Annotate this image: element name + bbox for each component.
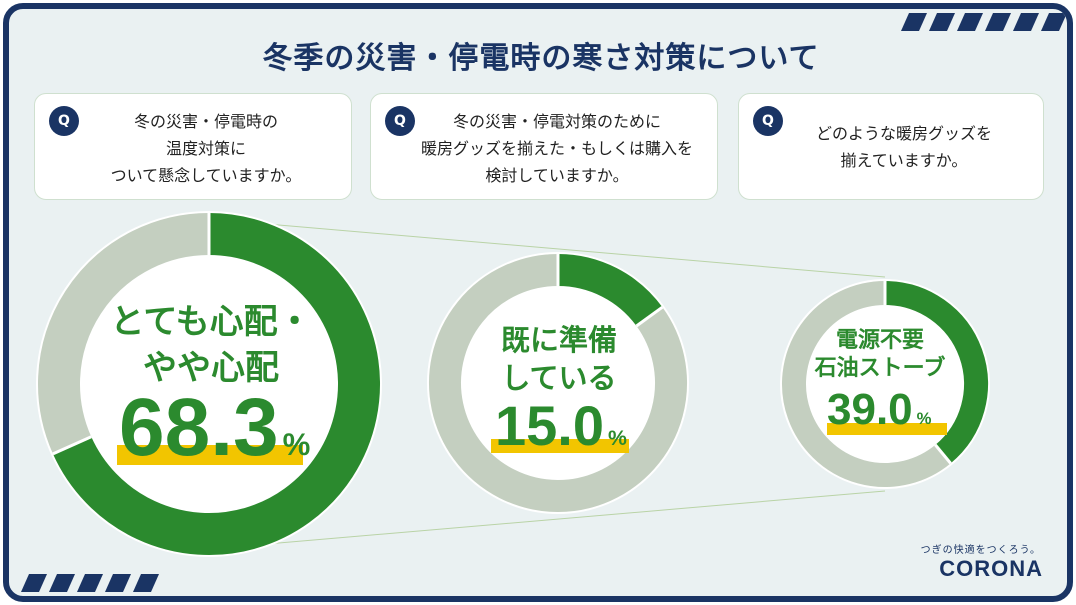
brand-tagline: つぎの快適をつくろう。 xyxy=(920,545,1041,556)
slice-separator xyxy=(934,443,952,465)
question-line: 揃えていますか。 xyxy=(840,151,968,170)
chart1-value-number: 68.3 xyxy=(119,382,279,473)
question-line: どのような暖房グッズを xyxy=(815,124,992,143)
chart2-slice-main xyxy=(557,254,663,327)
donut-background xyxy=(36,211,382,557)
q-badge: Q xyxy=(49,106,79,136)
chart3-slice-rest xyxy=(782,281,951,487)
chart2-value-number: 15.0 xyxy=(495,394,604,457)
question-line: 冬の災害・停電時の xyxy=(133,112,278,131)
stripe-decoration-top xyxy=(901,13,1067,31)
chart3-value-unit: % xyxy=(916,409,932,428)
chart3-label: 電源不要 石油ストーブ xyxy=(800,327,960,383)
chart2-label: 既に準備 している xyxy=(469,321,649,397)
chart2-label-line: している xyxy=(501,361,617,395)
chart3-highlight xyxy=(827,423,947,435)
question-text: 冬の災害・停電対策のために 暖房グッズを揃えた・もしくは購入を 検討していますか… xyxy=(411,108,703,189)
chart3-label-line: 電源不要 xyxy=(835,328,924,353)
chart1-label-line: やや心配 xyxy=(143,348,279,388)
chart1-label: とても心配・ やや心配 xyxy=(101,299,321,391)
question-text: どのような暖房グッズを 揃えていますか。 xyxy=(779,120,1029,174)
connector-line xyxy=(208,218,886,278)
chart3-label-line: 石油ストーブ xyxy=(814,356,946,381)
page-title: 冬季の災害・停電時の寒さ対策について xyxy=(262,41,820,76)
chart2-slice-rest xyxy=(429,254,687,512)
slice-separator xyxy=(635,305,664,328)
question-line: 検討していますか。 xyxy=(485,166,629,185)
chart3-value: 39.0% xyxy=(827,385,932,435)
stripe-decoration-bottom xyxy=(21,574,159,592)
chart1-highlight xyxy=(117,445,303,465)
question-card-1: Q 冬の災害・停電時の 温度対策に ついて懸念していますか。 xyxy=(34,93,352,200)
chart3-slice-main xyxy=(884,281,988,464)
q-badge: Q xyxy=(385,106,415,136)
slice-separator xyxy=(52,435,92,456)
question-line: 暖房グッズを揃えた・もしくは購入を xyxy=(420,139,693,158)
chart1-slice-main xyxy=(52,213,380,555)
donut-charts xyxy=(36,211,990,557)
brand-logo: CORONA xyxy=(939,556,1043,581)
donut-background xyxy=(780,279,990,489)
question-line: 冬の災害・停電対策のために xyxy=(452,112,661,131)
chart2-value: 15.0% xyxy=(495,393,627,458)
chart1-slice-rest xyxy=(38,213,210,454)
question-card-2: Q 冬の災害・停電対策のために 暖房グッズを揃えた・もしくは購入を 検討していま… xyxy=(370,93,718,200)
q-badge: Q xyxy=(753,106,783,136)
chart2-value-unit: % xyxy=(608,426,627,450)
chart1-value: 68.3% xyxy=(119,381,310,475)
infographic-frame: 冬季の災害・停電時の寒さ対策について Q 冬の災害・停電時の 温度対策に ついて… xyxy=(3,3,1073,602)
question-text: 冬の災害・停電時の 温度対策に ついて懸念していますか。 xyxy=(75,108,337,189)
question-line: 温度対策に xyxy=(165,139,246,158)
chart1-label-line: とても心配・ xyxy=(110,302,312,342)
chart2-label-line: 既に準備 xyxy=(500,323,617,357)
connector-line xyxy=(208,490,886,550)
question-line: ついて懸念していますか。 xyxy=(110,166,302,185)
question-card-3: Q どのような暖房グッズを 揃えていますか。 xyxy=(738,93,1044,200)
chart3-value-number: 39.0 xyxy=(827,385,913,434)
chart2-highlight xyxy=(491,439,629,453)
chart1-value-unit: % xyxy=(282,427,311,462)
